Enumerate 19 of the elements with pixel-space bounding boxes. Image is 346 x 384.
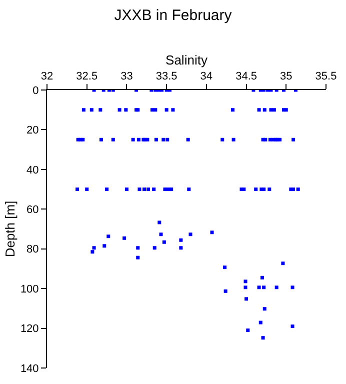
x-axis-title: Salinity [166, 52, 208, 68]
x-tick-label: 35 [280, 70, 292, 83]
y-tick-label: 120 [20, 323, 39, 336]
x-tick-label: 33.5 [156, 70, 178, 83]
y-tick-label: 140 [20, 362, 39, 375]
y-tick-label: 60 [26, 204, 39, 216]
y-tick-label: 100 [20, 283, 39, 296]
x-tick-label: 32 [40, 70, 54, 83]
x-tick-label: 35.5 [315, 70, 337, 83]
x-tick-label: 32.5 [76, 70, 98, 83]
y-tick-label: 0 [32, 84, 39, 97]
y-axis-title: Depth [m] [2, 200, 18, 258]
x-tick-label: 34.5 [236, 70, 257, 83]
x-tick-label: 33 [120, 70, 133, 83]
y-tick-label: 80 [26, 244, 39, 256]
y-tick-label: 40 [26, 164, 39, 176]
chart-title: JXXB in February [114, 7, 232, 24]
y-tick-label: 20 [26, 124, 39, 137]
x-tick-label: 34 [200, 70, 213, 83]
